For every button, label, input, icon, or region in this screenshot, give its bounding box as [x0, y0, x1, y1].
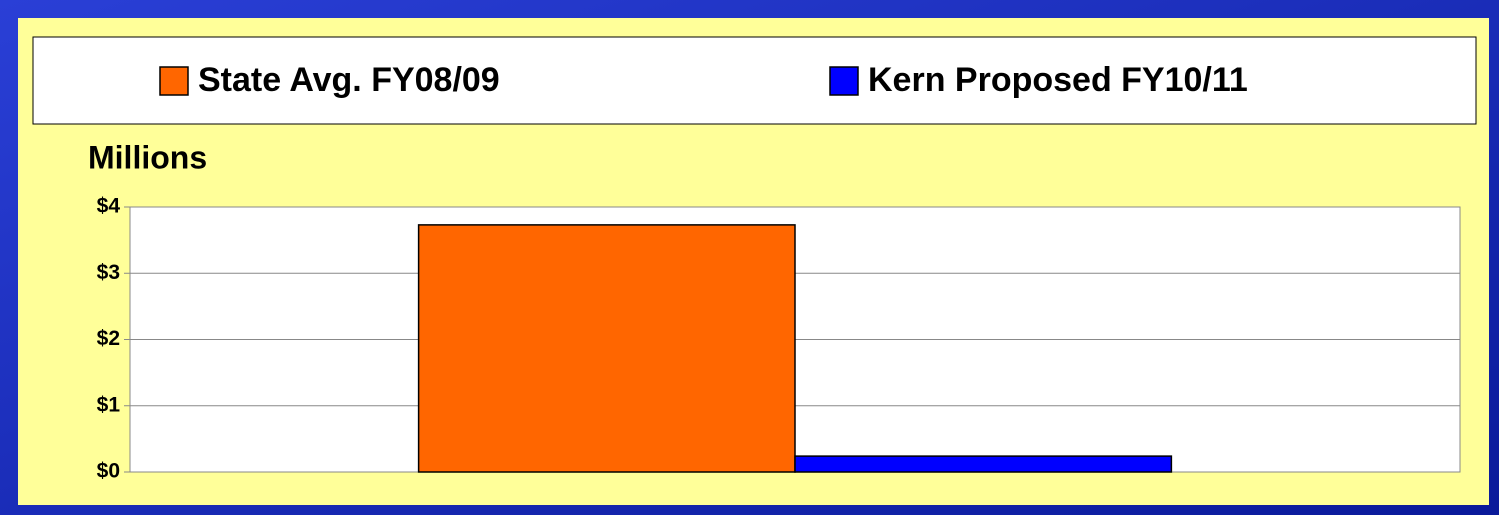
legend-label: Kern Proposed FY10/11 — [868, 61, 1248, 99]
y-tick-label: $2 — [97, 327, 120, 350]
bar — [417, 224, 796, 473]
legend-swatch — [829, 66, 859, 96]
y-axis-label: Millions — [88, 139, 207, 175]
y-tick-label: $0 — [97, 460, 120, 483]
legend-label: State Avg. FY08/09 — [198, 61, 500, 99]
y-tick-label: $4 — [97, 195, 121, 218]
legend-swatch — [159, 66, 189, 96]
bar — [794, 455, 1173, 473]
y-tick-label: $1 — [97, 393, 121, 416]
legend-box — [32, 36, 1477, 125]
y-tick-label: $3 — [97, 261, 120, 284]
